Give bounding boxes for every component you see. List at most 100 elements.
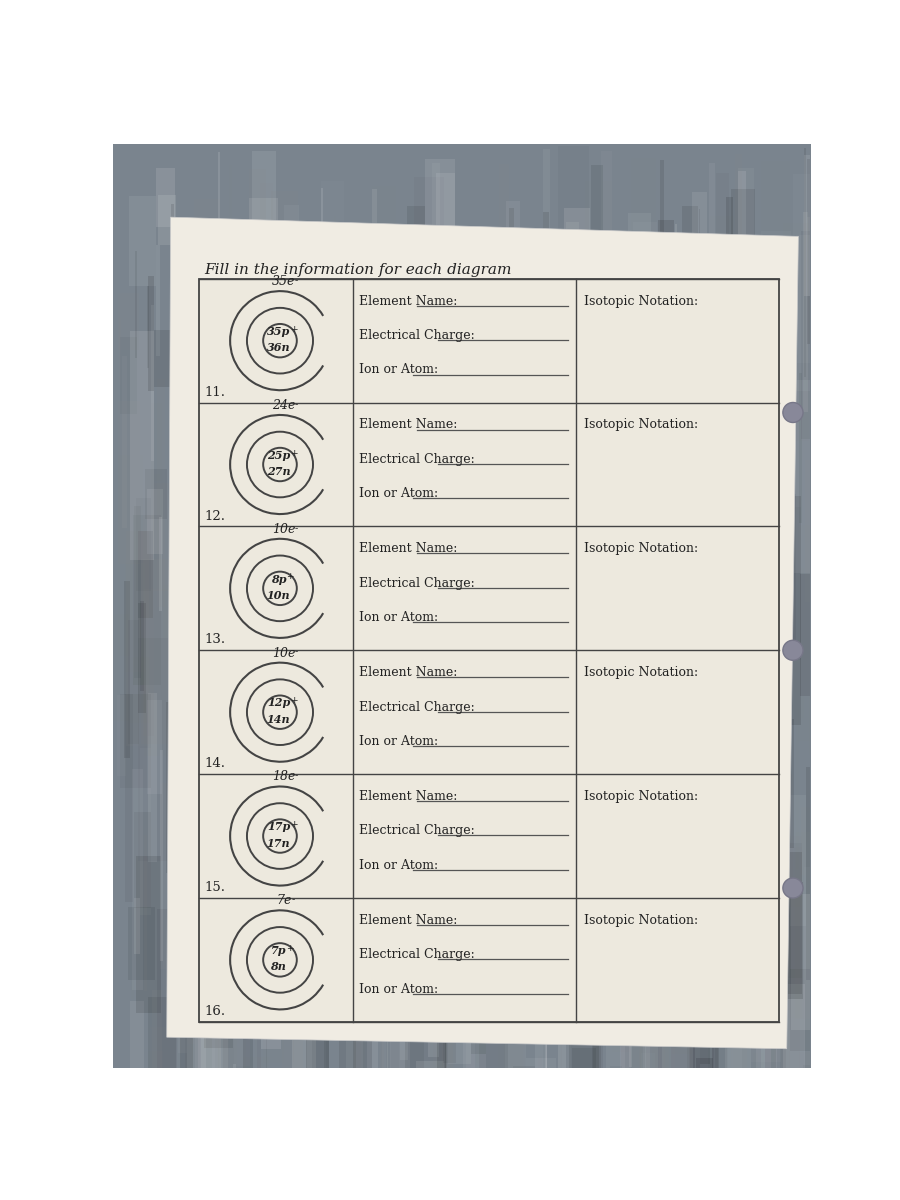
Bar [457,421,472,534]
Bar [554,452,562,667]
Bar [799,373,802,523]
Bar [583,458,586,592]
Bar [323,726,335,788]
Bar [460,290,473,362]
Bar [572,1049,596,1116]
Bar [254,642,269,794]
Bar [219,779,221,878]
Bar [597,743,601,870]
Bar [316,596,335,734]
Text: 7p: 7p [271,946,286,956]
Bar [431,366,451,466]
Bar [745,456,764,614]
Bar [687,642,712,706]
Bar [564,208,590,350]
Bar [190,254,221,377]
Bar [805,460,811,601]
Bar [173,370,174,599]
Bar [444,265,446,486]
Bar [613,559,622,623]
Bar [658,944,662,1127]
Bar [413,730,442,948]
Bar [750,881,780,946]
Bar [174,752,187,941]
Bar [322,595,343,818]
Bar [354,997,361,1146]
Bar [765,721,780,882]
Text: -: - [295,276,299,284]
Bar [748,331,765,506]
Bar [308,778,334,966]
Bar [662,728,690,955]
Bar [625,667,643,866]
Bar [664,689,670,874]
Bar [193,931,220,1080]
Circle shape [783,641,803,660]
Bar [737,545,761,740]
Bar [641,1009,669,1162]
Bar [371,911,396,1015]
Bar [605,422,633,478]
Bar [323,508,337,554]
Bar [176,535,204,674]
Bar [806,767,832,980]
Bar [783,222,809,442]
Bar [505,959,526,1092]
Bar [800,574,830,696]
Bar [144,835,147,991]
Bar [663,404,685,618]
Text: Ion or Atom:: Ion or Atom: [359,983,438,996]
Text: Element Name:: Element Name: [359,914,457,926]
Bar [420,527,436,625]
Bar [583,922,615,997]
Bar [248,434,275,629]
Bar [707,360,710,458]
Bar [536,1012,546,1160]
Bar [233,1064,236,1200]
Bar [526,287,536,497]
Bar [566,222,579,276]
Bar [484,503,509,679]
Bar [511,582,520,689]
Bar [186,712,210,896]
Bar [238,805,250,1009]
Bar [248,240,274,395]
Bar [469,560,493,692]
Bar [427,336,444,433]
Text: 8p: 8p [271,574,286,584]
Bar [134,506,141,678]
Bar [321,187,323,313]
Bar [369,347,376,532]
Bar [151,474,160,634]
Bar [602,743,623,847]
Bar [382,901,391,1086]
Bar [544,149,550,312]
Bar [626,331,647,536]
Bar [269,926,282,979]
Bar [766,648,786,749]
Bar [144,589,174,756]
Bar [148,694,157,863]
Bar [415,470,437,623]
Bar [446,601,458,752]
Bar [448,666,479,824]
Text: Isotopic Notation:: Isotopic Notation: [584,419,698,432]
Bar [593,985,603,1136]
Text: Isotopic Notation:: Isotopic Notation: [584,914,698,926]
Bar [372,186,396,312]
Bar [491,440,500,593]
Bar [717,798,743,1025]
Text: Electrical Charge:: Electrical Charge: [359,948,475,961]
Bar [621,1021,645,1154]
Bar [414,854,436,907]
Bar [188,262,194,488]
Bar [249,431,274,656]
Bar [644,870,648,1000]
Bar [633,222,657,377]
Bar [148,997,176,1140]
Bar [758,716,768,838]
Text: 25p: 25p [266,450,290,461]
Bar [443,680,444,895]
Bar [567,905,573,978]
Bar [484,738,499,862]
